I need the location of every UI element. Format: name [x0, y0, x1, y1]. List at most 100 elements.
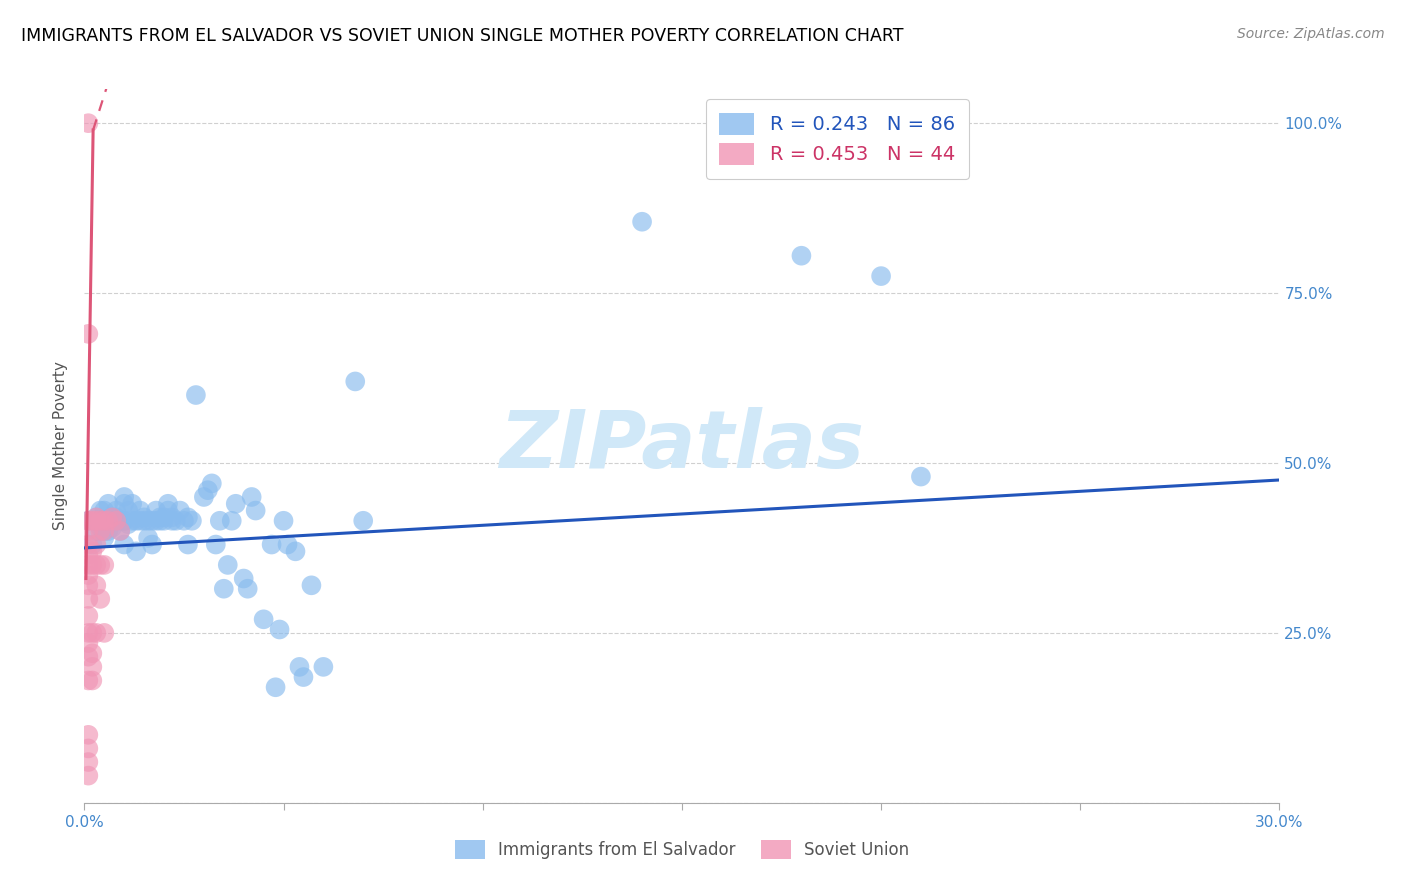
Text: IMMIGRANTS FROM EL SALVADOR VS SOVIET UNION SINGLE MOTHER POVERTY CORRELATION CH: IMMIGRANTS FROM EL SALVADOR VS SOVIET UN… — [21, 27, 904, 45]
Point — [82, 537, 104, 551]
Point — [212, 582, 235, 596]
Point — [225, 497, 247, 511]
Point — [173, 514, 195, 528]
Point — [77, 116, 100, 130]
Point — [136, 514, 159, 528]
Point — [77, 769, 100, 783]
Point — [201, 476, 224, 491]
Point — [269, 623, 291, 637]
Point — [89, 520, 111, 534]
Point — [232, 572, 254, 586]
Point — [160, 510, 183, 524]
Point — [93, 524, 115, 538]
Point — [77, 591, 100, 606]
Point — [165, 514, 187, 528]
Point — [245, 503, 267, 517]
Point — [121, 514, 143, 528]
Point — [86, 524, 108, 538]
Point — [93, 517, 115, 532]
Point — [157, 497, 180, 511]
Point — [77, 728, 100, 742]
Point — [97, 497, 120, 511]
Point — [288, 660, 311, 674]
Point — [221, 514, 243, 528]
Point — [153, 514, 176, 528]
Point — [82, 646, 104, 660]
Point — [312, 660, 335, 674]
Point — [82, 558, 104, 572]
Point — [112, 514, 135, 528]
Point — [77, 514, 100, 528]
Point — [86, 578, 108, 592]
Point — [153, 510, 176, 524]
Point — [217, 558, 239, 572]
Point — [132, 514, 156, 528]
Point — [93, 514, 115, 528]
Point — [141, 514, 163, 528]
Point — [197, 483, 219, 498]
Point — [344, 375, 367, 389]
Point — [105, 503, 128, 517]
Point — [101, 510, 124, 524]
Point — [82, 514, 104, 528]
Point — [129, 514, 152, 528]
Point — [93, 558, 115, 572]
Point — [82, 626, 104, 640]
Point — [112, 537, 135, 551]
Point — [112, 514, 135, 528]
Point — [631, 215, 654, 229]
Point — [112, 490, 135, 504]
Point — [253, 612, 276, 626]
Point — [77, 626, 100, 640]
Point — [240, 490, 263, 504]
Point — [260, 537, 283, 551]
Point — [89, 514, 111, 528]
Point — [352, 514, 374, 528]
Point — [177, 510, 200, 524]
Point — [97, 514, 120, 528]
Point — [790, 249, 813, 263]
Point — [284, 544, 307, 558]
Point — [77, 673, 100, 688]
Point — [273, 514, 295, 528]
Point — [145, 503, 167, 517]
Point — [205, 537, 228, 551]
Point — [77, 636, 100, 650]
Point — [132, 510, 156, 524]
Point — [86, 626, 108, 640]
Point — [97, 524, 120, 538]
Point — [177, 537, 200, 551]
Point — [292, 670, 315, 684]
Point — [110, 524, 132, 538]
Point — [125, 514, 148, 528]
Point — [77, 755, 100, 769]
Point — [86, 558, 108, 572]
Point — [125, 544, 148, 558]
Point — [208, 514, 231, 528]
Point — [101, 510, 124, 524]
Point — [82, 673, 104, 688]
Point — [184, 388, 207, 402]
Point — [160, 514, 183, 528]
Point — [117, 517, 139, 532]
Point — [82, 544, 104, 558]
Point — [97, 517, 120, 532]
Point — [77, 741, 100, 756]
Point — [77, 326, 100, 341]
Point — [77, 514, 100, 528]
Point — [277, 537, 299, 551]
Point — [105, 510, 128, 524]
Point — [86, 510, 108, 524]
Point — [101, 514, 124, 528]
Point — [101, 520, 124, 534]
Point — [121, 497, 143, 511]
Point — [77, 548, 100, 562]
Point — [193, 490, 215, 504]
Point — [93, 626, 115, 640]
Point — [264, 680, 287, 694]
Point — [910, 469, 932, 483]
Point — [86, 514, 108, 528]
Point — [77, 568, 100, 582]
Point — [129, 503, 152, 517]
Point — [141, 537, 163, 551]
